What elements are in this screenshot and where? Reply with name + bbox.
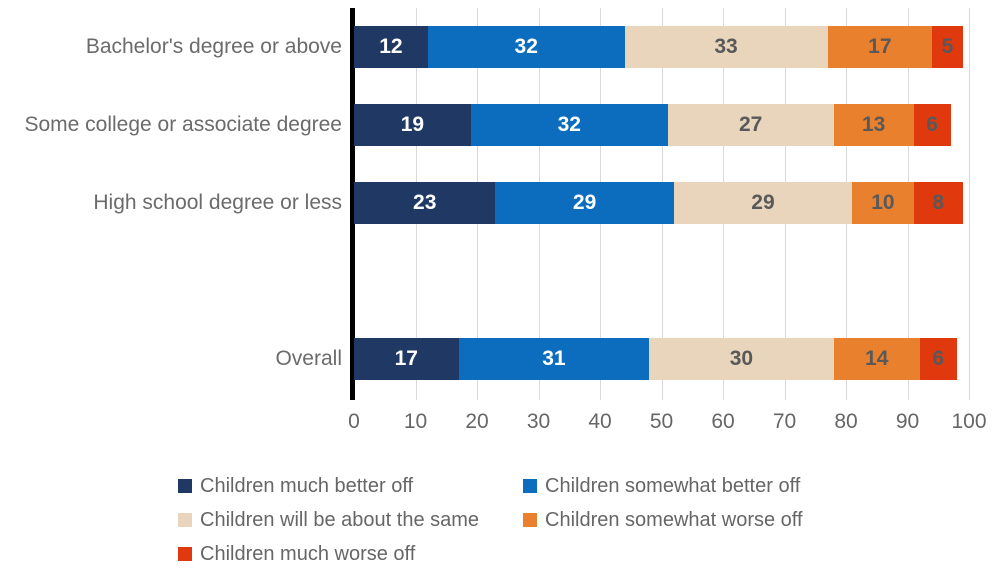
bar-value-label: 33 — [714, 35, 738, 58]
gridline-100 — [969, 8, 970, 400]
legend-item: Children somewhat better off — [523, 474, 800, 498]
legend-swatch — [523, 513, 537, 527]
x-tick-label: 10 — [403, 410, 428, 433]
x-tick-label: 0 — [348, 410, 360, 433]
bar-segment: 23 — [354, 182, 496, 224]
bar-value-label: 17 — [394, 347, 418, 370]
x-tick-label: 20 — [465, 410, 489, 433]
bar-segment: 33 — [624, 26, 828, 68]
bar-value-label: 10 — [871, 191, 895, 214]
bar-value-label: 27 — [738, 113, 763, 136]
bar-value-label: 6 — [932, 347, 945, 370]
category-label: Bachelor's degree or above — [85, 35, 342, 58]
x-tick-label: 30 — [526, 410, 551, 433]
bar-value-label: 23 — [413, 191, 437, 214]
x-tick-label: 90 — [895, 410, 920, 433]
bar-value-label: 8 — [932, 191, 945, 214]
bar-segment: 12 — [354, 26, 428, 68]
legend-swatch — [178, 479, 192, 493]
legend-item: Children will be about the same — [178, 508, 479, 532]
bar-segment: 32 — [427, 26, 625, 68]
legend-label: Children much better off — [200, 474, 414, 497]
legend-swatch — [178, 513, 192, 527]
x-tick-label: 100 — [951, 410, 987, 433]
x-tick-label: 40 — [588, 410, 612, 433]
bar-value-label: 5 — [941, 35, 954, 58]
y-axis-line — [350, 8, 355, 400]
legend-label: Children somewhat worse off — [545, 508, 803, 531]
legend-item: Children much worse off — [178, 542, 415, 566]
bar-value-label: 13 — [861, 113, 886, 136]
bar-value-label: 31 — [542, 347, 566, 370]
x-tick-label: 80 — [834, 410, 858, 433]
bar-segment: 6 — [913, 104, 951, 146]
x-tick-label: 70 — [772, 410, 797, 433]
x-tick-label: 50 — [649, 410, 674, 433]
bar-segment: 29 — [673, 182, 853, 224]
bar-segment: 5 — [932, 26, 963, 68]
category-label: Some college or associate degree — [24, 113, 342, 136]
legend-swatch — [523, 479, 537, 493]
x-tick-label: 60 — [711, 410, 735, 433]
bar-value-label: 17 — [868, 35, 892, 58]
category-label: High school degree or less — [93, 191, 342, 214]
bar-value-label: 32 — [514, 35, 538, 58]
bar-segment: 32 — [470, 104, 668, 146]
bar-segment: 10 — [852, 182, 914, 224]
bar-segment: 14 — [833, 338, 920, 380]
bar-value-label: 29 — [572, 191, 597, 214]
bar-segment: 17 — [827, 26, 933, 68]
bar-segment: 17 — [354, 338, 459, 380]
bar-segment: 30 — [649, 338, 834, 380]
legend-item: Children somewhat worse off — [523, 508, 803, 532]
bar-segment: 8 — [913, 182, 963, 224]
bar-segment: 6 — [919, 338, 957, 380]
bar-segment: 29 — [495, 182, 674, 224]
bar-segment: 13 — [833, 104, 914, 146]
bar-value-label: 30 — [729, 347, 754, 370]
bar-value-label: 6 — [926, 113, 938, 136]
bar-value-label: 12 — [379, 35, 403, 58]
legend-label: Children much worse off — [200, 542, 416, 565]
legend-swatch — [178, 547, 192, 561]
bar-value-label: 14 — [865, 347, 889, 370]
bar-value-label: 32 — [557, 113, 581, 136]
category-label: Overall — [275, 347, 342, 370]
bar-value-label: 29 — [751, 191, 775, 214]
legend-item: Children much better off — [178, 474, 413, 498]
bar-segment: 19 — [354, 104, 471, 146]
bar-segment: 31 — [458, 338, 650, 380]
legend-label: Children somewhat better off — [545, 474, 801, 497]
legend-label: Children will be about the same — [200, 508, 480, 531]
bar-segment: 27 — [667, 104, 834, 146]
bar-value-label: 19 — [400, 113, 425, 136]
